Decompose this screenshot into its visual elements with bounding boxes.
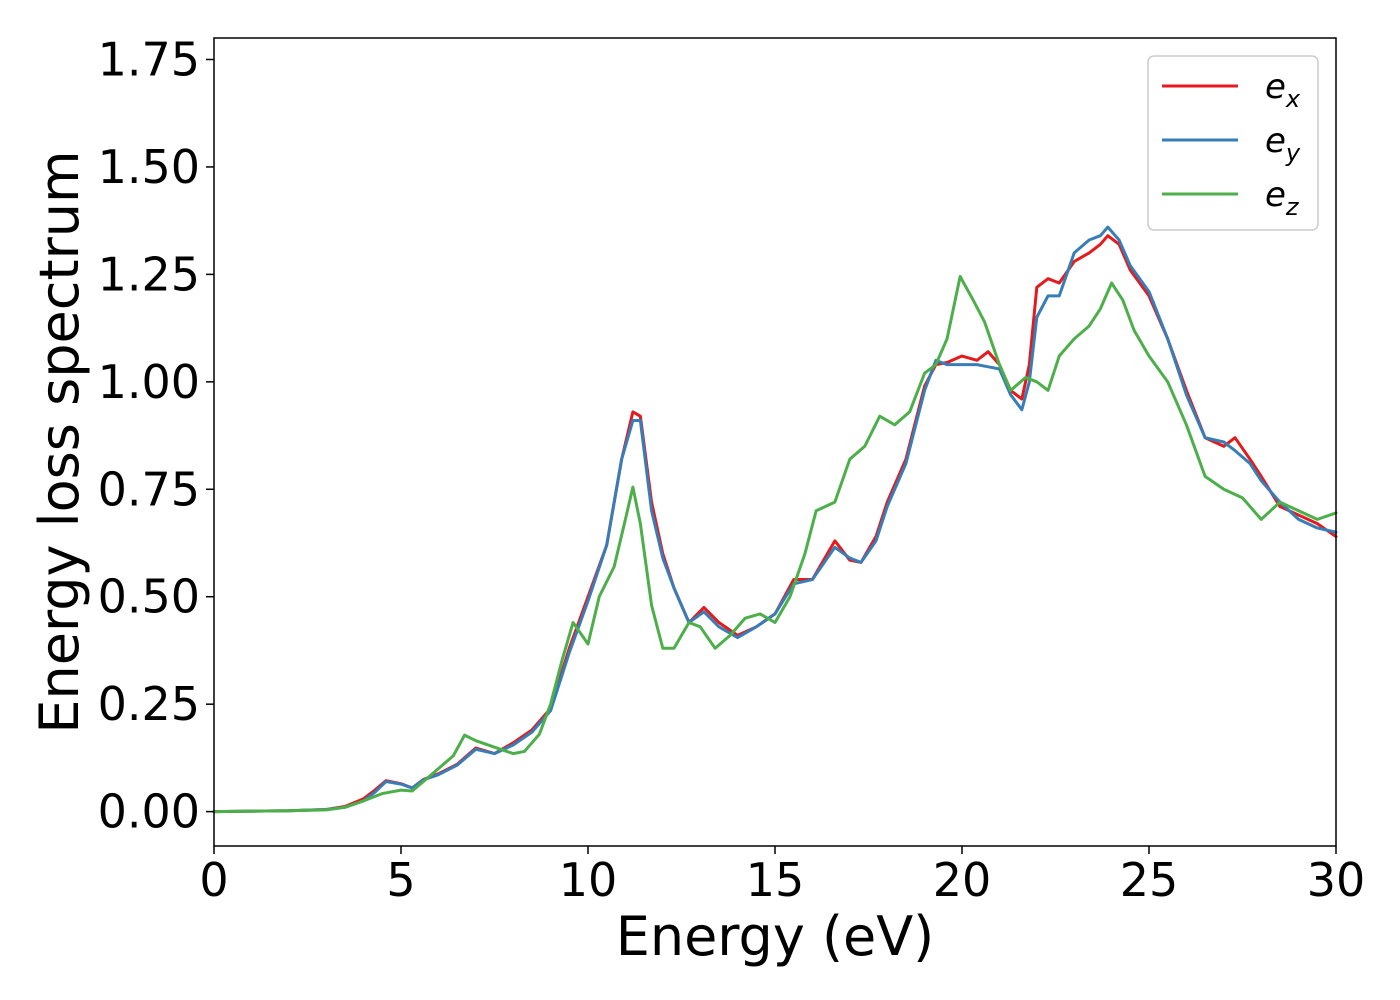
legend-label-subscript: x: [1285, 85, 1301, 113]
y-tick-label: 0.25: [98, 677, 200, 731]
x-tick-label: 5: [386, 853, 415, 907]
legend-label-base: e: [1265, 121, 1286, 161]
x-axis-label: Energy (eV): [616, 905, 935, 968]
y-tick-label: 0.00: [98, 785, 200, 839]
x-tick-label: 30: [1307, 853, 1366, 907]
y-tick-label: 1.75: [98, 32, 200, 86]
legend-label-x: ex: [1265, 67, 1301, 113]
y-tick-label: 0.75: [98, 462, 200, 516]
y-axis-label: Energy loss spectrum: [28, 150, 91, 733]
x-tick-label: 15: [746, 853, 805, 907]
series-line-y: [212, 225, 1338, 814]
series-layer: [212, 225, 1338, 814]
x-tick-label: 0: [199, 853, 228, 907]
legend-label-base: e: [1265, 175, 1286, 215]
y-axis: 0.00 0.25 0.50 0.75 1.00 1.25 1.50 1.75: [98, 32, 214, 839]
legend-label-base: e: [1265, 67, 1286, 107]
y-tick-label: 1.25: [98, 247, 200, 301]
legend-label-z: ez: [1265, 175, 1300, 221]
y-tick-label: 1.00: [98, 355, 200, 409]
y-tick-label: 1.50: [98, 140, 200, 194]
y-tick-label: 0.50: [98, 570, 200, 624]
x-tick-label: 10: [559, 853, 618, 907]
legend-label-subscript: y: [1285, 139, 1301, 167]
x-axis: 0 5 10 15 20 25 30: [199, 846, 1365, 907]
legend-label-y: ey: [1265, 121, 1301, 167]
x-tick-label: 20: [933, 853, 992, 907]
legend-label-subscript: z: [1285, 193, 1300, 221]
x-tick-label: 25: [1120, 853, 1179, 907]
series-line-z: [212, 275, 1338, 814]
legend-box: [1147, 55, 1319, 231]
